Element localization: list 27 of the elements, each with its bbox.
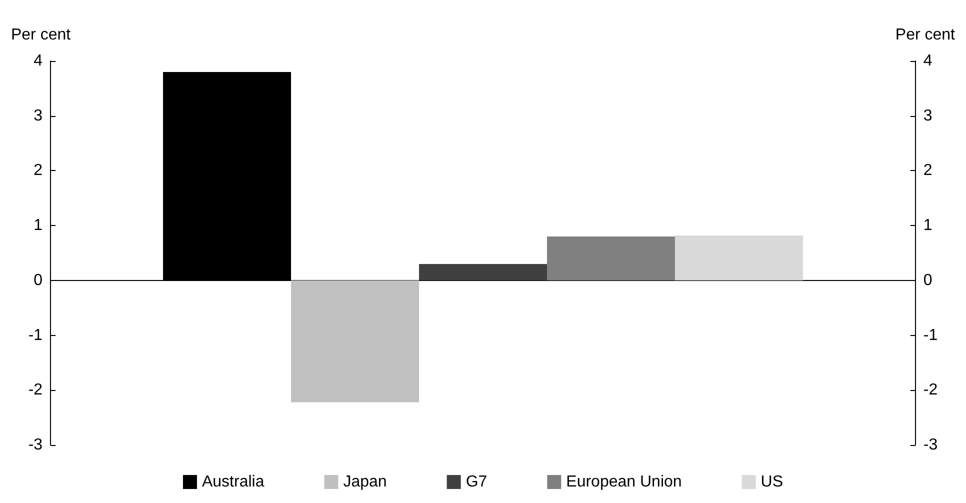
y2-axis-title: Per cent (895, 26, 956, 44)
y-tick-label: 4 (34, 52, 43, 70)
y-tick-label: -3 (28, 436, 43, 454)
y-tick-label: -2 (28, 382, 43, 399)
bar (674, 235, 803, 280)
legend-label: Japan (343, 474, 387, 490)
y2-tick-label: -2 (923, 382, 938, 399)
y-tick-label: 2 (34, 162, 43, 180)
y2-tick-label: 0 (923, 272, 932, 289)
bar (546, 236, 675, 280)
legend-label: European Union (566, 474, 682, 490)
y-tick-label: 1 (34, 217, 43, 234)
y-axis-title: Per cent (10, 26, 72, 44)
y2-tick-label: 4 (923, 52, 932, 70)
y2-tick-label: -1 (923, 326, 938, 344)
legend-label: US (760, 474, 784, 490)
y-tick-label: 0 (34, 272, 43, 289)
legend-label: G7 (466, 474, 488, 490)
y2-tick-label: -3 (923, 436, 938, 454)
bar (419, 264, 547, 280)
y2-tick-label: 2 (923, 162, 932, 180)
y2-tick-label: 1 (923, 217, 932, 234)
y-tick-label: 3 (34, 107, 43, 124)
bar (291, 280, 420, 402)
legend-label: Australia (202, 474, 264, 490)
y-tick-label: -1 (28, 326, 43, 344)
y2-tick-label: 3 (923, 107, 932, 124)
